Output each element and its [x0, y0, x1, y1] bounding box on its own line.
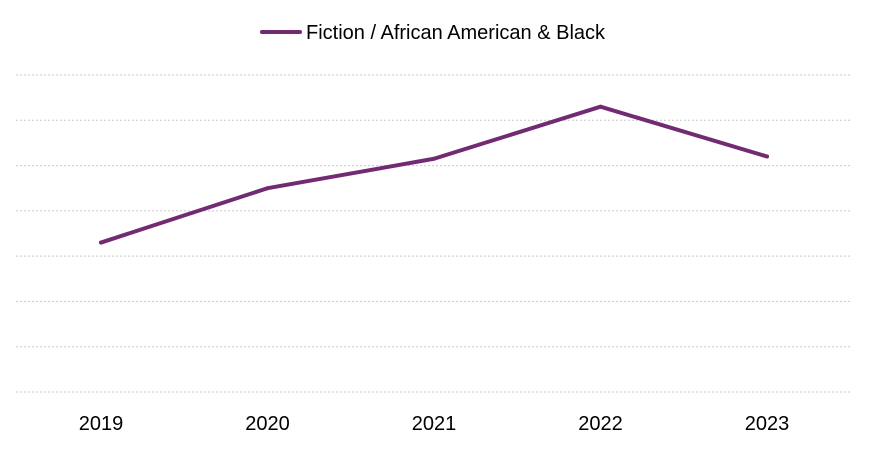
legend-label: Fiction / African American & Black: [306, 22, 606, 44]
x-tick-label-2020: 2020: [245, 413, 290, 435]
x-tick-label-2023: 2023: [745, 413, 790, 435]
gridlines: [16, 74, 851, 393]
data-point-2019: [99, 240, 103, 245]
data-point-2020: [265, 186, 270, 191]
series-layer: [99, 104, 769, 245]
x-tick-label-2021: 2021: [412, 413, 457, 435]
series-line-0: [99, 104, 769, 245]
legend: Fiction / African American & Black: [260, 22, 606, 44]
data-point-2023: [765, 154, 769, 159]
x-tick-label-2022: 2022: [578, 413, 623, 435]
x-tick-label-2019: 2019: [79, 413, 124, 435]
data-point-2022: [598, 104, 603, 109]
x-axis-tick-labels: 2019 2020 2021 2022 2023: [79, 413, 790, 435]
data-point-2021: [432, 156, 436, 161]
